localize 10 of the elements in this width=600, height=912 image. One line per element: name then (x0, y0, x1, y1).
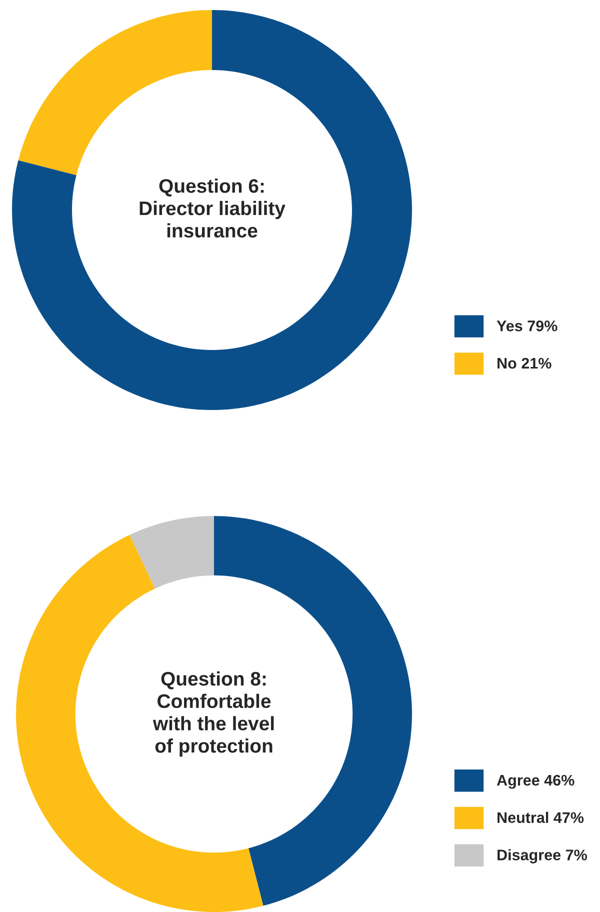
legend-label: Neutral 47% (498, 812, 584, 823)
text: Question 8: Comfortable with the level of protection (152, 671, 274, 757)
donut-slice (12, 10, 412, 410)
legend-label: Agree 46% (496, 774, 574, 789)
donut-slice (130, 516, 214, 589)
donut-slice (18, 10, 212, 176)
legend-label: Disagree 7% (498, 849, 587, 864)
legend-label: No 21% (498, 358, 552, 369)
legend-label: Yes 79% (496, 320, 558, 332)
text: Question 6: Director liability insurance (140, 178, 286, 238)
